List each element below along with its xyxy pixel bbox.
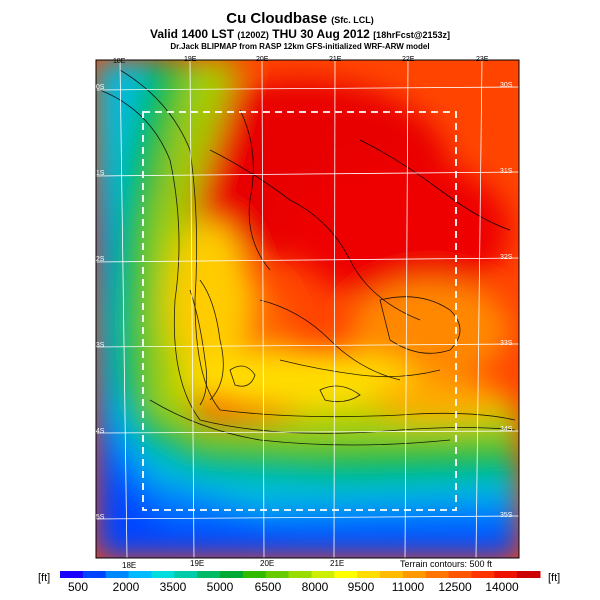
- map-frame: [95, 59, 520, 559]
- valid-main: Valid 1400 LST: [150, 27, 235, 41]
- lon-label-top: 23E: [476, 56, 489, 63]
- valid-date: THU 30 Aug 2012: [272, 27, 370, 41]
- colorbar-swatch: [448, 571, 472, 578]
- colorbar-swatch: [402, 571, 427, 578]
- colorbar-label: 12500: [438, 580, 472, 594]
- colorbar-unit-right: [ft]: [548, 572, 561, 584]
- colorbar-swatch: [471, 571, 495, 578]
- terrain-note: Terrain contours: 500 ft: [400, 559, 493, 569]
- colorbar-swatch: [242, 571, 267, 578]
- colorbar-swatch: [174, 571, 198, 578]
- colorbar-swatch: [357, 571, 381, 578]
- lon-label-bottom: 21E: [330, 559, 345, 568]
- cloudbase-field: [96, 60, 519, 558]
- lat-label-left: 32S: [92, 256, 105, 263]
- colorbar-swatch: [105, 571, 130, 578]
- lat-label-right: 34S: [500, 426, 513, 433]
- chart-title: Cu Cloudbase (Sfc. LCL): [0, 10, 600, 27]
- terrain-contours: [99, 69, 516, 446]
- colorbar-swatch: [380, 571, 404, 578]
- lon-label-bottom: 20E: [260, 559, 275, 568]
- colorbar-swatch: [288, 571, 312, 578]
- title-text: Cu Cloudbase: [226, 10, 328, 27]
- lat-label-right: 32S: [500, 254, 513, 261]
- lon-label-top: 20E: [256, 56, 269, 63]
- colorbar-label: 6500: [254, 580, 282, 594]
- colorbar-swatch: [334, 571, 358, 578]
- colorbar-label: 3500: [159, 580, 187, 594]
- colorbar-swatch: [128, 571, 152, 578]
- lon-label-bottom: 19E: [190, 559, 205, 568]
- colorbar-label: 11000: [391, 580, 425, 594]
- colorbar-swatch: [425, 571, 450, 578]
- lat-label-left: 35S: [92, 514, 105, 521]
- colorbar-label: 9500: [347, 580, 375, 594]
- colorbar-label: 2000: [112, 580, 140, 594]
- latlon-grid: [96, 60, 519, 558]
- lat-label-left: 30S: [92, 84, 105, 91]
- forecast-info: [18hrFcst@2153z]: [373, 30, 450, 40]
- colorbar-swatch: [311, 571, 335, 578]
- colorbar-label: 5000: [206, 580, 234, 594]
- lon-label-bottom: 18E: [122, 561, 137, 570]
- lat-label-left: 33S: [92, 342, 105, 349]
- lon-label-top: 19E: [184, 56, 197, 63]
- colorbar-swatch: [494, 571, 518, 578]
- lat-label-left: 34S: [92, 428, 105, 435]
- colorbar-label: 8000: [301, 580, 329, 594]
- lat-label-right: 33S: [500, 340, 513, 347]
- colorbar: [60, 571, 541, 578]
- colorbar-swatch: [82, 571, 107, 578]
- colorbar-swatch: [60, 571, 84, 578]
- lon-label-top: 21E: [329, 56, 342, 63]
- lat-label-right: 31S: [500, 168, 513, 175]
- lat-label-right: 35S: [500, 512, 513, 519]
- lat-label-left: 31S: [92, 170, 105, 177]
- credit-line: Dr.Jack BLIPMAP from RASP 12km GFS-initi…: [170, 42, 430, 51]
- colorbar-swatch: [517, 571, 541, 578]
- lat-label-right: 30S: [500, 82, 513, 89]
- colorbar-label: 500: [67, 580, 89, 594]
- colorbar-label: 14000: [485, 580, 519, 594]
- lon-label-top: 22E: [402, 56, 415, 63]
- colorbar-swatch: [220, 571, 244, 578]
- inner-domain-box: [142, 111, 457, 511]
- colorbar-swatch: [151, 571, 175, 578]
- title-tag: (Sfc. LCL): [331, 15, 374, 25]
- valid-time-line: Valid 1400 LST (1200Z) THU 30 Aug 2012 […: [0, 27, 600, 41]
- colorbar-unit-left: [ft]: [38, 572, 51, 584]
- valid-utc: (1200Z): [237, 30, 269, 40]
- colorbar-swatch: [265, 571, 290, 578]
- lon-label-top: 18E: [113, 58, 126, 65]
- colorbar-swatch: [197, 571, 221, 578]
